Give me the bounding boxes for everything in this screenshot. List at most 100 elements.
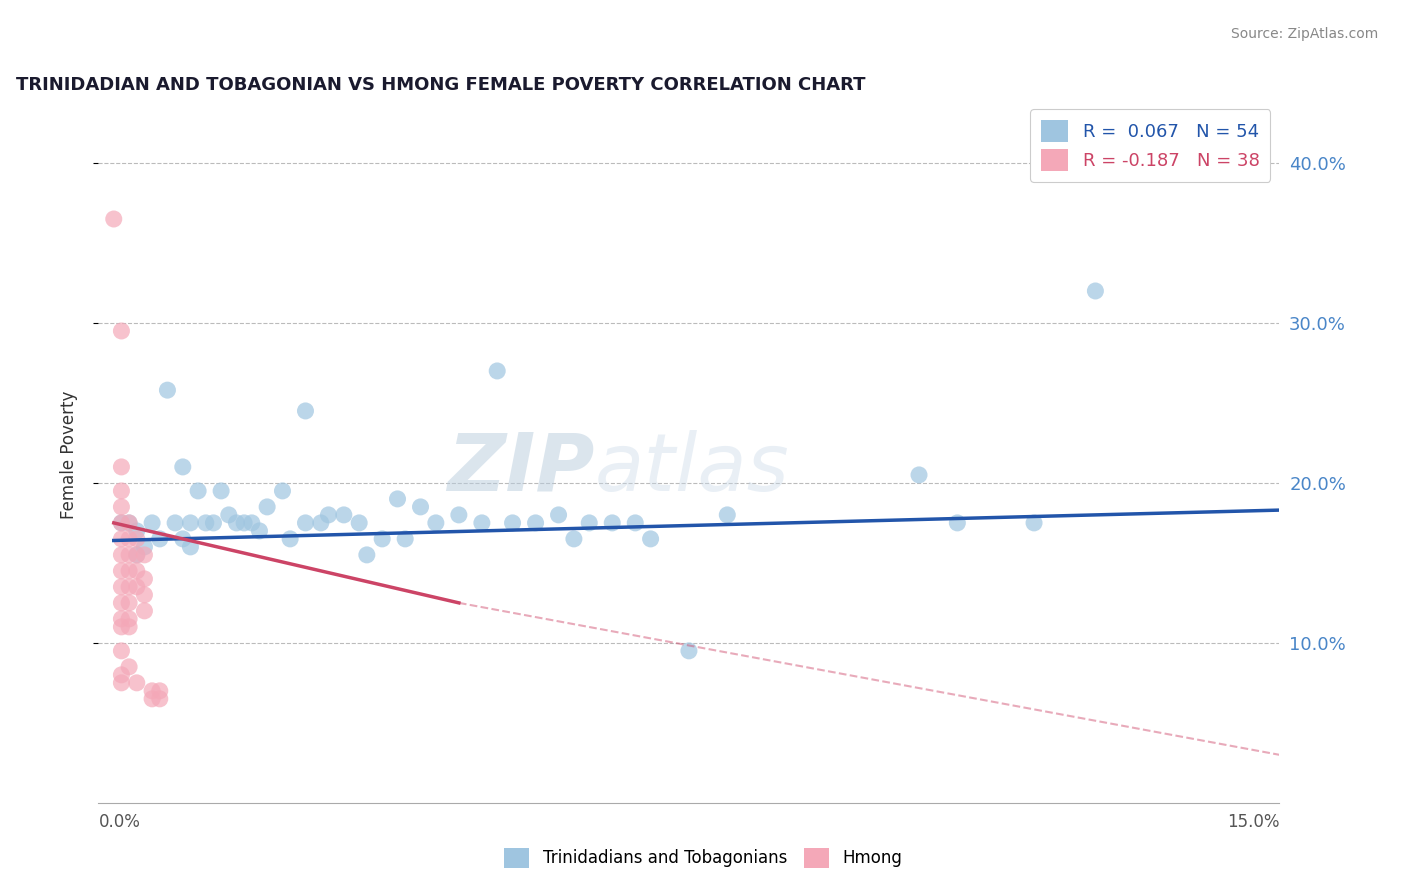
Point — [908, 467, 931, 482]
Point — [118, 548, 141, 562]
Text: ZIP: ZIP — [447, 430, 595, 508]
Point — [294, 516, 316, 530]
Point — [256, 500, 278, 514]
Point — [110, 580, 132, 594]
Point — [172, 459, 194, 474]
Point — [110, 516, 132, 530]
Point — [141, 516, 163, 530]
Point — [141, 683, 163, 698]
Point — [118, 612, 141, 626]
Text: 0.0%: 0.0% — [98, 814, 141, 831]
Y-axis label: Female Poverty: Female Poverty — [59, 391, 77, 519]
Point — [578, 516, 600, 530]
Point — [333, 508, 356, 522]
Point — [134, 540, 156, 554]
Point — [387, 491, 409, 506]
Point — [356, 548, 378, 562]
Point — [118, 516, 141, 530]
Point — [179, 516, 201, 530]
Point — [187, 483, 209, 498]
Point — [110, 324, 132, 338]
Point — [110, 548, 132, 562]
Point — [194, 516, 217, 530]
Point — [125, 532, 148, 546]
Point — [946, 516, 969, 530]
Point — [1084, 284, 1107, 298]
Point — [110, 676, 132, 690]
Point — [118, 580, 141, 594]
Point — [118, 596, 141, 610]
Point — [118, 564, 141, 578]
Point — [202, 516, 225, 530]
Point — [110, 612, 132, 626]
Point — [218, 508, 240, 522]
Point — [125, 548, 148, 562]
Point — [640, 532, 662, 546]
Point — [149, 683, 172, 698]
Point — [233, 516, 256, 530]
Legend: Trinidadians and Tobagonians, Hmong: Trinidadians and Tobagonians, Hmong — [498, 841, 908, 875]
Point — [125, 580, 148, 594]
Point — [141, 691, 163, 706]
Point — [309, 516, 332, 530]
Text: atlas: atlas — [595, 430, 789, 508]
Point — [347, 516, 370, 530]
Text: TRINIDADIAN AND TOBAGONIAN VS HMONG FEMALE POVERTY CORRELATION CHART: TRINIDADIAN AND TOBAGONIAN VS HMONG FEMA… — [15, 77, 865, 95]
Point — [118, 620, 141, 634]
Point — [447, 508, 470, 522]
Point — [125, 564, 148, 578]
Point — [110, 532, 132, 546]
Point — [110, 620, 132, 634]
Point — [125, 524, 148, 538]
Point — [716, 508, 738, 522]
Point — [134, 588, 156, 602]
Point — [409, 500, 432, 514]
Point — [110, 516, 132, 530]
Point — [486, 364, 509, 378]
Point — [294, 404, 316, 418]
Point — [165, 516, 187, 530]
Point — [172, 532, 194, 546]
Point — [149, 691, 172, 706]
Point — [524, 516, 547, 530]
Point — [110, 459, 132, 474]
Point — [110, 564, 132, 578]
Point — [678, 644, 700, 658]
Point — [371, 532, 394, 546]
Point — [156, 383, 179, 397]
Point — [125, 676, 148, 690]
Point — [502, 516, 524, 530]
Point — [249, 524, 271, 538]
Point — [425, 516, 447, 530]
Point — [318, 508, 340, 522]
Point — [134, 572, 156, 586]
Point — [179, 540, 201, 554]
Point — [110, 483, 132, 498]
Point — [118, 532, 141, 546]
Point — [118, 516, 141, 530]
Point — [209, 483, 232, 498]
Point — [1022, 516, 1045, 530]
Point — [110, 596, 132, 610]
Point — [394, 532, 416, 546]
Point — [134, 548, 156, 562]
Point — [125, 548, 148, 562]
Point — [110, 668, 132, 682]
Point — [103, 212, 125, 227]
Point — [225, 516, 247, 530]
Point — [278, 532, 301, 546]
Text: Source: ZipAtlas.com: Source: ZipAtlas.com — [1230, 27, 1378, 41]
Point — [271, 483, 294, 498]
Point — [624, 516, 647, 530]
Point — [240, 516, 263, 530]
Point — [149, 532, 172, 546]
Point — [471, 516, 494, 530]
Point — [600, 516, 623, 530]
Point — [110, 644, 132, 658]
Point — [118, 660, 141, 674]
Legend: R =  0.067   N = 54, R = -0.187   N = 38: R = 0.067 N = 54, R = -0.187 N = 38 — [1031, 109, 1271, 182]
Point — [547, 508, 569, 522]
Point — [110, 500, 132, 514]
Text: 15.0%: 15.0% — [1227, 814, 1279, 831]
Point — [134, 604, 156, 618]
